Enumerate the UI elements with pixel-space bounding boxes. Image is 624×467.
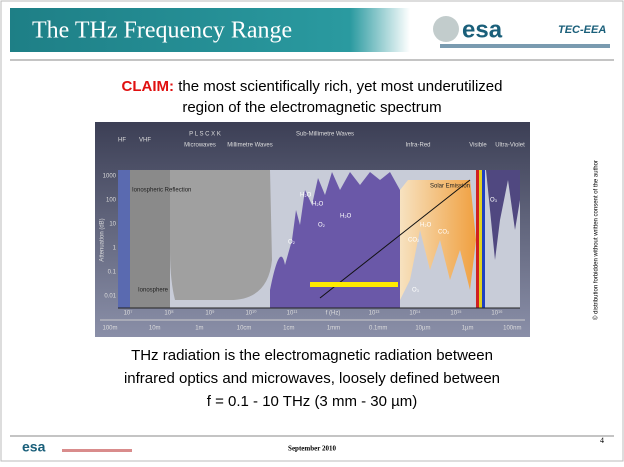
- band-label: Ultra-Violet: [495, 143, 525, 149]
- wavelength-tick-label: 10m: [149, 326, 161, 332]
- band-label: HF: [118, 138, 126, 144]
- band-label: P L S C X K: [189, 132, 221, 138]
- wavelength-tick-label: 1mm: [327, 326, 340, 332]
- y-tick-label: 10: [109, 222, 116, 228]
- molecule-label: CO₂: [408, 238, 420, 244]
- band-label: Millimetre Waves: [227, 143, 272, 149]
- frequency-tick-label: 10¹⁵: [450, 310, 462, 317]
- frequency-tick-label: 10¹³: [369, 311, 380, 317]
- header-stripe: [440, 44, 610, 48]
- wavelength-tick-label: 100m: [102, 326, 117, 332]
- molecule-label: O₂: [318, 223, 326, 229]
- frequency-tick-label: f (Hz): [326, 311, 341, 317]
- wavelength-tick-label: 10µm: [415, 326, 430, 332]
- frequency-tick-label: 10⁸: [164, 310, 174, 317]
- visible-red: [476, 170, 479, 308]
- molecule-label: H₂O: [340, 214, 352, 220]
- wavelength-tick-label: 1m: [195, 326, 203, 332]
- claim-text: the most scientifically rich, yet most u…: [178, 78, 502, 95]
- side-note: © distribution forbidden without written…: [593, 160, 600, 320]
- thz-highlight: [310, 282, 398, 287]
- footer-stripe: [62, 449, 132, 452]
- frequency-tick-label: 10¹⁶: [491, 310, 503, 317]
- solar-trend: [319, 179, 471, 299]
- header-bar: [10, 8, 410, 52]
- logo-globe: [433, 16, 459, 42]
- claim-text: region of the electromagnetic spectrum: [182, 99, 441, 116]
- region-label: Solar Emission: [430, 184, 470, 190]
- frequency-tick-label: 10¹⁰: [245, 310, 257, 317]
- wavelength-tick-label: 10cm: [237, 326, 252, 332]
- y-tick-label: 100: [106, 198, 117, 204]
- absorption-region: [270, 172, 400, 308]
- molecule-label: O₃: [490, 198, 498, 204]
- band-label: VHF: [139, 138, 151, 144]
- frequency-tick-label: 10¹⁴: [409, 310, 421, 317]
- y-axis-label: Attenuation (dB): [100, 218, 106, 261]
- wavelength-tick-label: 1cm: [283, 326, 294, 332]
- uv-absorption: [486, 170, 520, 260]
- molecule-label: O₂: [288, 240, 296, 246]
- page-number: 4: [600, 436, 604, 445]
- frequency-tick-label: 10⁷: [124, 310, 133, 317]
- description-line: infrared optics and microwaves, loosely …: [124, 370, 500, 387]
- frequency-tick-label: 10¹¹: [287, 311, 298, 317]
- visible-blue: [482, 170, 485, 308]
- wavelength-tick-label: 0.1mm: [369, 326, 387, 332]
- y-tick-label: 0.1: [108, 270, 117, 276]
- band-label: Microwaves: [184, 143, 216, 149]
- region-label: Ionosphere: [138, 288, 169, 294]
- footer-logo: esa: [22, 439, 46, 455]
- region-label: Ionospheric Reflection: [132, 188, 191, 194]
- ionosphere-region: [130, 170, 170, 308]
- y-tick-label: 0.01: [104, 294, 116, 300]
- y-tick-label: 1000: [103, 174, 117, 180]
- wavelength-tick-label: 100nm: [503, 326, 521, 332]
- molecule-label: H₂O: [312, 202, 324, 208]
- wavelength-tick-label: 1µm: [462, 326, 474, 332]
- claim-label: CLAIM:: [122, 78, 175, 95]
- molecule-label: H₂O: [300, 193, 312, 199]
- y-tick-label: 1: [113, 246, 117, 252]
- hf-region: [118, 170, 130, 308]
- frequency-tick-label: 10⁹: [205, 310, 215, 317]
- visible-yellow: [479, 170, 482, 308]
- description-line: THz radiation is the electromagnetic rad…: [131, 347, 493, 364]
- band-label: Infra-Red: [405, 143, 430, 149]
- spectrum-figure: Attenuation (dB) HF VHF P L S C X K Microwa…: [95, 122, 530, 337]
- slide-title: The THz Frequency Range: [32, 18, 292, 44]
- claim-line: CLAIM: the most scientifically rich, yet…: [122, 78, 503, 95]
- band-label: Sub-Millimetre Waves: [296, 132, 354, 138]
- description-line: f = 0.1 - 10 THz (3 mm - 30 µm): [207, 393, 418, 410]
- ionosphere-curve: [170, 170, 272, 300]
- header-department: TEC-EEA: [558, 24, 606, 36]
- header-logo: esa: [462, 16, 503, 43]
- band-label: Visible: [469, 143, 487, 149]
- molecule-label: CO₂: [438, 230, 450, 236]
- molecule-label: O₃: [412, 288, 420, 294]
- solar-emission: [400, 180, 476, 300]
- footer-date: September 2010: [288, 445, 336, 453]
- molecule-label: H₂O: [420, 223, 432, 229]
